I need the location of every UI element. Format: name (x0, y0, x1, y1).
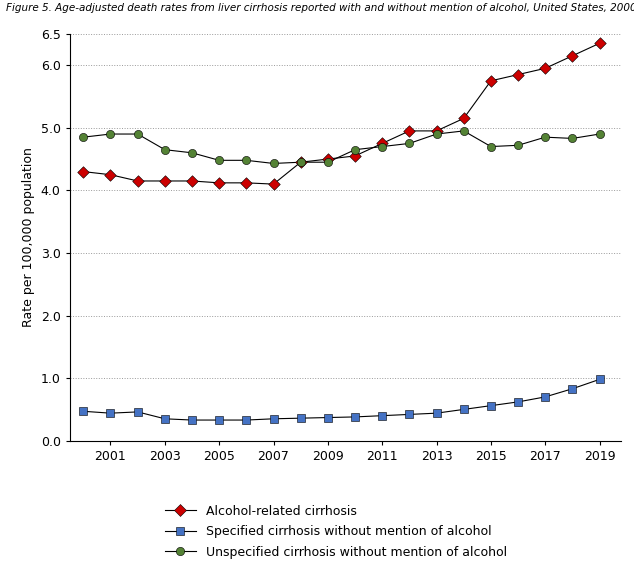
Legend: Alcohol-related cirrhosis, Specified cirrhosis without mention of alcohol, Unspe: Alcohol-related cirrhosis, Specified cir… (165, 505, 507, 559)
Point (595, 375, 605, 384)
Point (214, 179, 224, 188)
Point (105, 129, 115, 138)
Point (432, 129, 442, 138)
Point (513, 397, 523, 406)
Point (78, 133, 88, 142)
Point (595, 39, 605, 48)
Point (513, 70, 523, 79)
Point (268, 414, 278, 423)
Point (214, 415, 224, 424)
Point (432, 408, 442, 418)
Point (323, 413, 333, 422)
Point (404, 410, 415, 419)
Point (404, 127, 415, 136)
Point (404, 139, 415, 148)
Point (268, 180, 278, 189)
Point (377, 142, 387, 151)
Point (295, 414, 306, 423)
Point (160, 414, 170, 423)
Point (323, 155, 333, 164)
Point (458, 127, 469, 136)
Point (323, 158, 333, 167)
Point (268, 159, 278, 168)
Point (486, 401, 496, 410)
Point (160, 176, 170, 185)
Point (567, 384, 578, 393)
Point (458, 114, 469, 123)
Y-axis label: Rate per 100,000 population: Rate per 100,000 population (22, 147, 35, 327)
Point (540, 392, 550, 401)
Point (567, 51, 578, 60)
Point (458, 405, 469, 414)
Point (486, 76, 496, 85)
Point (350, 412, 360, 421)
Point (350, 145, 360, 154)
Point (377, 411, 387, 420)
Point (133, 176, 143, 185)
Point (133, 407, 143, 416)
Point (78, 407, 88, 416)
Point (78, 167, 88, 176)
Text: Figure 5. Age-adjusted death rates from liver cirrhosis reported with and withou: Figure 5. Age-adjusted death rates from … (6, 3, 634, 13)
Point (187, 176, 197, 185)
Point (242, 179, 252, 188)
Point (513, 141, 523, 150)
Point (242, 156, 252, 165)
Point (595, 129, 605, 138)
Point (432, 127, 442, 136)
Point (350, 151, 360, 160)
Point (540, 133, 550, 142)
Point (295, 158, 306, 167)
Point (133, 129, 143, 138)
Point (105, 170, 115, 179)
Point (242, 415, 252, 424)
Point (486, 142, 496, 151)
Point (160, 145, 170, 154)
Point (567, 134, 578, 143)
Point (187, 148, 197, 157)
Point (214, 156, 224, 165)
Point (295, 158, 306, 167)
Point (187, 415, 197, 424)
Point (540, 64, 550, 73)
Point (105, 408, 115, 418)
Point (377, 139, 387, 148)
